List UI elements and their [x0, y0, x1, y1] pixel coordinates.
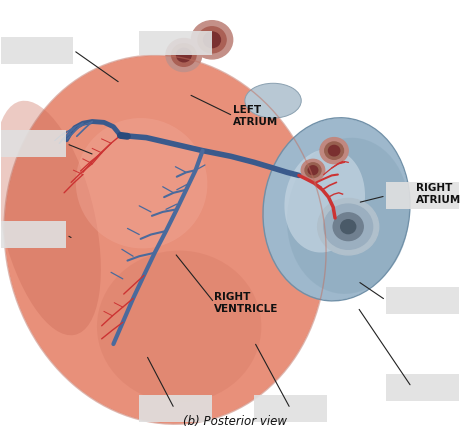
- Circle shape: [318, 198, 379, 255]
- Ellipse shape: [284, 149, 365, 252]
- Bar: [386, 374, 458, 401]
- Circle shape: [305, 163, 321, 177]
- Circle shape: [203, 32, 220, 48]
- Circle shape: [320, 138, 348, 164]
- Circle shape: [176, 48, 191, 62]
- Bar: [0, 221, 66, 249]
- Circle shape: [341, 220, 356, 234]
- Ellipse shape: [264, 118, 410, 300]
- Circle shape: [308, 166, 318, 175]
- Ellipse shape: [5, 56, 326, 424]
- Text: (b) Posterior view: (b) Posterior view: [183, 416, 288, 428]
- Circle shape: [301, 159, 325, 181]
- Circle shape: [172, 44, 196, 66]
- Bar: [0, 130, 66, 157]
- Ellipse shape: [245, 83, 301, 118]
- Circle shape: [191, 20, 233, 59]
- Bar: [139, 31, 212, 55]
- Ellipse shape: [76, 118, 207, 249]
- Circle shape: [328, 146, 340, 156]
- Text: LEFT
ATRIUM: LEFT ATRIUM: [233, 105, 278, 127]
- Bar: [0, 37, 73, 64]
- Ellipse shape: [0, 101, 101, 335]
- Circle shape: [166, 38, 201, 72]
- Text: RIGHT
ATRIUM: RIGHT ATRIUM: [416, 183, 462, 205]
- Bar: [139, 395, 212, 422]
- Bar: [386, 286, 458, 313]
- Bar: [254, 395, 327, 422]
- Text: RIGHT
VENTRICLE: RIGHT VENTRICLE: [214, 292, 279, 313]
- Circle shape: [325, 142, 344, 159]
- Circle shape: [333, 213, 363, 241]
- Ellipse shape: [287, 138, 410, 294]
- Circle shape: [324, 204, 373, 249]
- Bar: [386, 182, 458, 209]
- Ellipse shape: [97, 251, 261, 403]
- Circle shape: [198, 27, 226, 53]
